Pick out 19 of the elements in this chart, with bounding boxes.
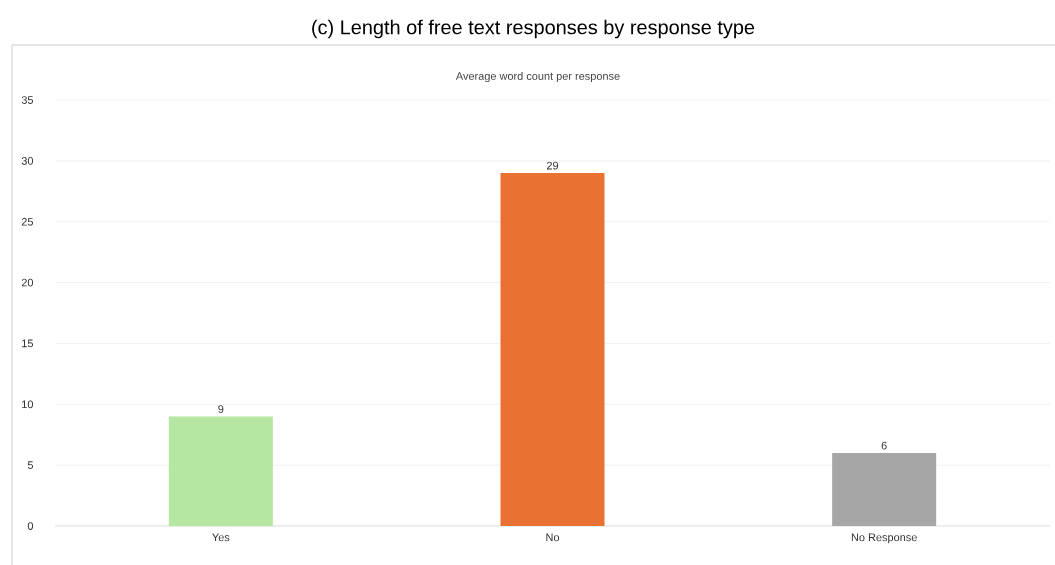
x-tick-label: No: [546, 533, 560, 542]
x-tick-label: No Response: [851, 533, 917, 544]
y-tick-label: 5: [27, 461, 34, 469]
y-tick-label: 35: [21, 96, 34, 104]
y-tick-label: 15: [22, 339, 34, 348]
y-tick-label: 0: [27, 522, 34, 530]
data-label: 29: [546, 161, 559, 170]
y-tick-label: 10: [22, 400, 34, 409]
chart-title: (c) Length of free text responses by response type: [312, 19, 755, 39]
chart-subtitle: Average word count per response: [455, 71, 620, 83]
bar: [832, 452, 937, 526]
bar: [168, 416, 273, 526]
data-label: 9: [218, 405, 224, 413]
data-label: 6: [881, 441, 887, 450]
x-tick-label: Yes: [212, 533, 230, 542]
y-tick-label: 20: [21, 278, 34, 287]
bar: [500, 173, 605, 526]
y-tick-label: 25: [21, 217, 34, 226]
y-tick-label: 30: [21, 156, 34, 165]
